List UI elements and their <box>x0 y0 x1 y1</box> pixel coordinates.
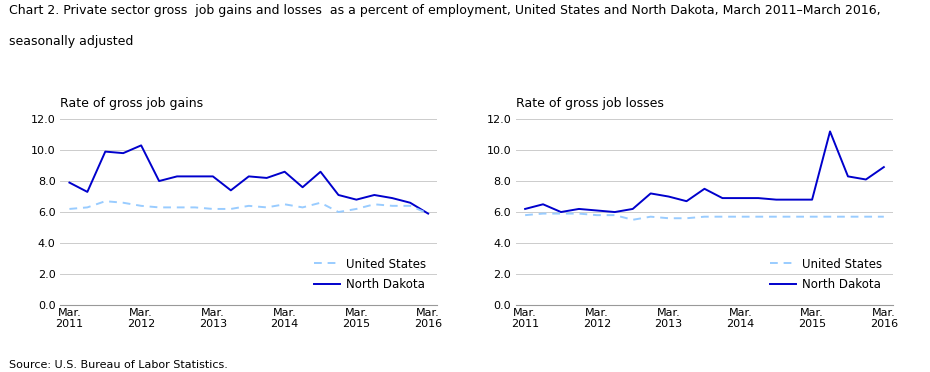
Text: Rate of gross job gains: Rate of gross job gains <box>60 97 204 110</box>
Text: Chart 2. Private sector gross  job gains and losses  as a percent of employment,: Chart 2. Private sector gross job gains … <box>9 4 881 17</box>
Text: Rate of gross job losses: Rate of gross job losses <box>516 97 664 110</box>
Legend: United States, North Dakota: United States, North Dakota <box>310 253 432 295</box>
Legend: United States, North Dakota: United States, North Dakota <box>765 253 887 295</box>
Text: Source: U.S. Bureau of Labor Statistics.: Source: U.S. Bureau of Labor Statistics. <box>9 360 228 370</box>
Text: seasonally adjusted: seasonally adjusted <box>9 35 134 48</box>
